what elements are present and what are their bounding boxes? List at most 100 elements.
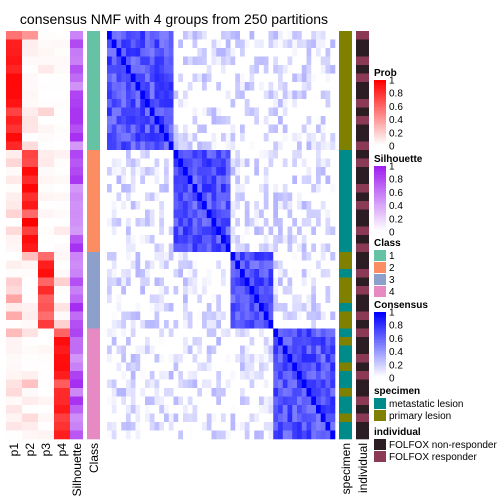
consensus-cell: [301, 362, 307, 372]
consensus-cell: [211, 158, 217, 168]
consensus-cell: [301, 345, 307, 355]
consensus-cell: [140, 303, 146, 312]
legend-tick-label: 0: [389, 142, 395, 153]
consensus-cell: [240, 379, 246, 389]
consensus-cell: [225, 320, 231, 329]
individual-cell: [356, 82, 369, 91]
consensus-cell: [168, 286, 174, 295]
consensus-cell: [211, 286, 217, 295]
consensus-cell: [320, 379, 326, 389]
consensus-cell: [230, 90, 236, 100]
consensus-cell: [235, 184, 241, 193]
consensus-cell: [311, 124, 317, 134]
consensus-cell: [206, 90, 212, 100]
consensus-cell: [206, 260, 212, 270]
consensus-cell: [311, 422, 317, 431]
consensus-cell: [168, 48, 174, 57]
consensus-cell: [330, 209, 336, 219]
consensus-cell: [244, 235, 250, 244]
consensus-cell: [216, 362, 222, 372]
consensus-cell: [206, 133, 212, 142]
individual-cell: [356, 337, 369, 346]
consensus-cell: [187, 337, 193, 346]
consensus-cell: [268, 354, 274, 363]
consensus-cell: [249, 294, 255, 304]
consensus-cell: [273, 320, 279, 329]
consensus-cell: [263, 362, 269, 372]
consensus-cell: [178, 31, 184, 40]
consensus-cell: [187, 184, 193, 193]
consensus-cell: [192, 209, 198, 219]
consensus-cell: [126, 371, 132, 380]
consensus-cell: [268, 31, 274, 40]
consensus-cell: [140, 396, 146, 406]
consensus-cell: [178, 396, 184, 406]
consensus-cell: [221, 269, 227, 278]
prob-cell-p4: [54, 345, 70, 355]
consensus-cell: [225, 65, 231, 74]
consensus-cell: [235, 65, 241, 74]
consensus-cell: [116, 218, 122, 227]
prob-cell-p2: [22, 141, 38, 151]
consensus-cell: [145, 354, 151, 363]
consensus-cell: [254, 39, 260, 49]
consensus-cell: [173, 116, 179, 125]
consensus-cell: [192, 175, 198, 185]
consensus-cell: [301, 277, 307, 287]
consensus-cell: [149, 124, 155, 134]
consensus-cell: [159, 379, 165, 389]
consensus-cell: [268, 422, 274, 431]
consensus-cell: [221, 158, 227, 168]
consensus-cell: [230, 354, 236, 363]
consensus-cell: [320, 184, 326, 193]
consensus-cell: [173, 413, 179, 423]
consensus-cell: [221, 82, 227, 91]
consensus-cell: [126, 320, 132, 329]
consensus-cell: [130, 396, 136, 406]
consensus-cell: [154, 107, 160, 117]
consensus-cell: [154, 430, 160, 440]
consensus-cell: [159, 158, 165, 168]
consensus-cell: [311, 430, 317, 440]
legend-gradient-step: [374, 194, 386, 198]
consensus-cell: [173, 388, 179, 397]
consensus-cell: [325, 73, 331, 83]
consensus-cell: [116, 167, 122, 176]
consensus-cell: [168, 379, 174, 389]
consensus-cell: [145, 56, 151, 66]
consensus-cell: [211, 201, 217, 210]
consensus-cell: [273, 252, 279, 261]
consensus-cell: [278, 39, 284, 49]
consensus-cell: [263, 354, 269, 363]
silhouette-cell: [70, 56, 83, 66]
consensus-cell: [330, 294, 336, 304]
consensus-cell: [254, 243, 260, 253]
consensus-cell: [206, 362, 212, 372]
consensus-cell: [164, 388, 170, 397]
consensus-cell: [254, 218, 260, 227]
consensus-cell: [140, 286, 146, 295]
legend-gradient-step: [374, 95, 386, 98]
consensus-cell: [320, 396, 326, 406]
consensus-cell: [306, 124, 312, 134]
consensus-cell: [240, 175, 246, 185]
consensus-cell: [316, 31, 322, 40]
consensus-cell: [145, 320, 151, 329]
consensus-cell: [107, 184, 113, 193]
silhouette-cell: [70, 167, 83, 176]
consensus-cell: [187, 39, 193, 49]
specimen-cell: [339, 39, 352, 49]
consensus-cell: [263, 39, 269, 49]
consensus-cell: [206, 405, 212, 414]
consensus-cell: [178, 116, 184, 125]
consensus-cell: [240, 48, 246, 57]
consensus-cell: [301, 31, 307, 40]
consensus-cell: [135, 150, 141, 159]
consensus-cell: [249, 286, 255, 295]
consensus-cell: [316, 371, 322, 380]
consensus-cell: [159, 218, 165, 227]
consensus-cell: [297, 167, 303, 176]
consensus-cell: [306, 141, 312, 151]
consensus-cell: [173, 337, 179, 346]
consensus-cell: [178, 209, 184, 219]
